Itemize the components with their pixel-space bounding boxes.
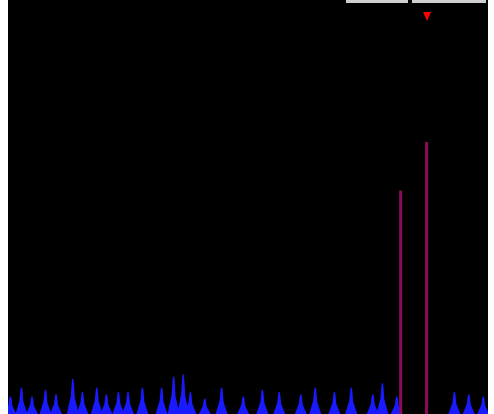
highlight-peak <box>425 141 429 414</box>
baseline-peak <box>50 394 62 414</box>
baseline-peak <box>215 387 228 414</box>
baseline-peak <box>39 389 52 414</box>
scale-segment <box>346 0 408 3</box>
baseline-peak <box>237 396 250 414</box>
baseline-peak <box>294 394 307 414</box>
top-scale-strip <box>346 0 488 3</box>
baseline-peak <box>15 387 28 414</box>
baseline-peak <box>177 374 190 414</box>
baseline-peak <box>366 394 379 414</box>
baseline-peak <box>26 396 38 414</box>
down-triangle-icon[interactable] <box>423 12 432 21</box>
baseline-peak <box>477 396 488 414</box>
baseline-peak <box>167 376 180 414</box>
baseline-peak <box>309 387 322 414</box>
baseline-peak-body <box>8 397 17 414</box>
baseline-peak <box>100 394 113 414</box>
baseline-peak <box>256 389 269 414</box>
baseline-peak <box>8 396 17 414</box>
baseline-peak <box>76 392 89 414</box>
baseline-peak <box>112 392 125 414</box>
scale-segment <box>412 0 486 3</box>
baseline-peak <box>273 392 286 414</box>
baseline-peak <box>136 387 149 414</box>
baseline-peak <box>345 387 358 414</box>
baseline-peak <box>122 392 134 414</box>
spectrum-display <box>8 0 488 414</box>
spectrum-plot <box>8 12 488 414</box>
baseline-peak <box>328 392 341 414</box>
baseline-peak <box>462 394 475 414</box>
baseline-peak <box>184 392 197 414</box>
baseline-peak <box>155 387 168 414</box>
baseline-peak <box>66 378 79 414</box>
baseline-peak <box>198 398 211 414</box>
highlight-peak <box>399 190 403 414</box>
baseline-peak <box>448 392 461 414</box>
baseline-peak <box>376 383 389 414</box>
baseline-peak <box>90 387 103 414</box>
